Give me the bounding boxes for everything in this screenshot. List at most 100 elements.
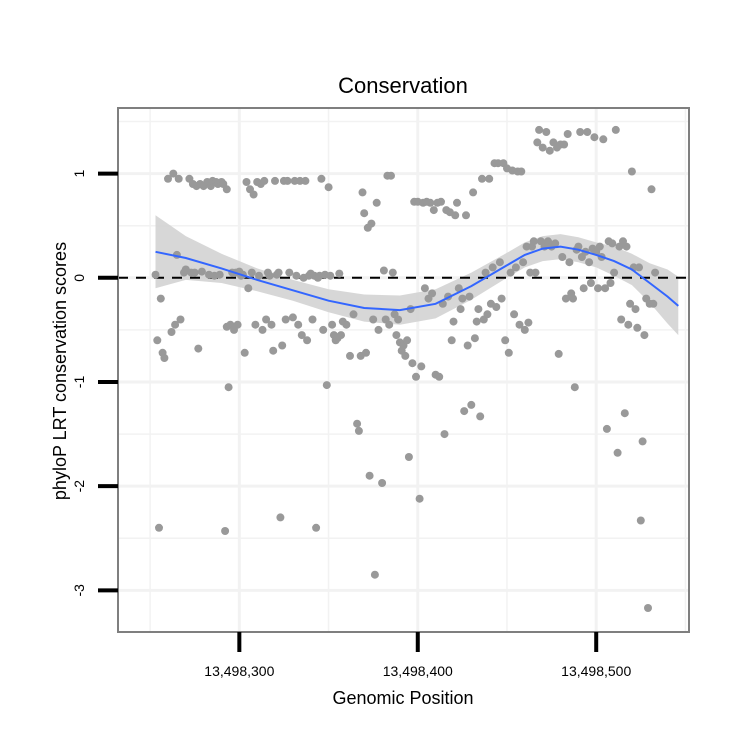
data-point — [322, 381, 331, 390]
data-point — [535, 125, 544, 134]
data-point — [601, 284, 610, 293]
data-point — [561, 294, 570, 303]
data-point — [533, 138, 542, 147]
data-point — [365, 471, 374, 480]
data-point — [288, 313, 297, 322]
data-point — [542, 128, 551, 136]
data-point — [337, 331, 345, 340]
data-point — [358, 188, 367, 197]
data-point — [462, 211, 470, 220]
data-point — [429, 206, 438, 215]
data-point — [451, 211, 460, 220]
x-axis-title: Genomic Position — [332, 688, 473, 708]
data-point — [563, 130, 572, 138]
data-point — [599, 135, 608, 144]
y-axis-tick-label: -3 — [71, 584, 87, 597]
chart-title: Conservation — [338, 73, 468, 98]
data-point — [374, 325, 383, 334]
data-point — [176, 315, 185, 324]
data-point — [501, 336, 510, 345]
data-point — [378, 479, 387, 487]
data-point — [538, 143, 547, 152]
data-point — [515, 320, 524, 329]
data-point — [155, 523, 163, 532]
data-point — [417, 362, 426, 371]
data-point — [372, 198, 381, 207]
data-point — [545, 146, 554, 155]
data-point — [267, 320, 276, 329]
data-point — [488, 263, 497, 272]
data-point — [222, 185, 231, 194]
data-point — [447, 336, 456, 345]
x-axis-tick-label: 13,498,300 — [204, 663, 274, 679]
data-point — [519, 258, 528, 267]
data-point — [611, 125, 620, 134]
data-point — [579, 284, 588, 293]
data-point — [335, 269, 344, 278]
data-point — [278, 341, 287, 350]
data-point — [620, 409, 629, 418]
data-point — [585, 258, 594, 267]
data-point — [467, 400, 476, 409]
data-point — [303, 336, 312, 345]
data-point — [485, 174, 494, 183]
data-point — [570, 383, 579, 392]
data-point — [435, 372, 444, 381]
data-point — [151, 270, 160, 279]
data-point — [297, 331, 306, 340]
data-point — [167, 328, 176, 336]
data-point — [312, 523, 321, 532]
data-point — [190, 268, 199, 277]
data-point — [403, 336, 412, 345]
data-point — [627, 167, 636, 176]
data-point — [319, 325, 328, 334]
data-point — [224, 383, 233, 392]
data-point — [174, 174, 183, 183]
data-point — [353, 419, 362, 428]
data-point — [626, 299, 635, 308]
data-point — [569, 294, 577, 303]
data-point — [586, 279, 595, 287]
data-point — [420, 284, 429, 293]
data-point — [472, 317, 481, 326]
data-point — [426, 198, 435, 207]
smooth-line — [155, 245, 679, 312]
y-axis-tick-label: -1 — [71, 376, 87, 389]
data-point — [233, 320, 242, 329]
data-point — [388, 268, 397, 277]
data-point — [449, 317, 458, 326]
data-point — [379, 266, 388, 275]
data-point — [326, 271, 335, 280]
data-point — [164, 174, 172, 183]
data-point — [415, 494, 424, 503]
data-point — [249, 190, 258, 199]
data-point — [474, 305, 483, 314]
data-point — [576, 128, 585, 136]
data-point — [558, 253, 567, 261]
data-point — [465, 292, 474, 301]
data-point — [640, 331, 649, 340]
data-point — [171, 320, 180, 329]
y-axis-tick-label: 0 — [71, 274, 87, 282]
y-axis-tick-label: -2 — [71, 480, 87, 493]
data-point — [497, 294, 506, 303]
data-point — [476, 412, 485, 421]
data-point — [631, 305, 640, 314]
data-point — [636, 516, 645, 525]
data-point — [360, 209, 369, 218]
data-point — [644, 604, 652, 612]
data-point — [469, 188, 478, 197]
data-point — [531, 268, 540, 277]
data-point — [308, 315, 317, 324]
data-point — [517, 167, 526, 176]
data-point — [613, 448, 622, 457]
data-point — [251, 320, 260, 329]
data-point — [169, 169, 178, 178]
data-point — [301, 176, 310, 185]
y-axis: -3 -2 -1 0 1 — [71, 170, 118, 597]
data-point — [294, 320, 303, 329]
y-axis-tick-label: 1 — [71, 170, 87, 178]
data-point — [370, 570, 379, 579]
data-point — [260, 176, 269, 185]
